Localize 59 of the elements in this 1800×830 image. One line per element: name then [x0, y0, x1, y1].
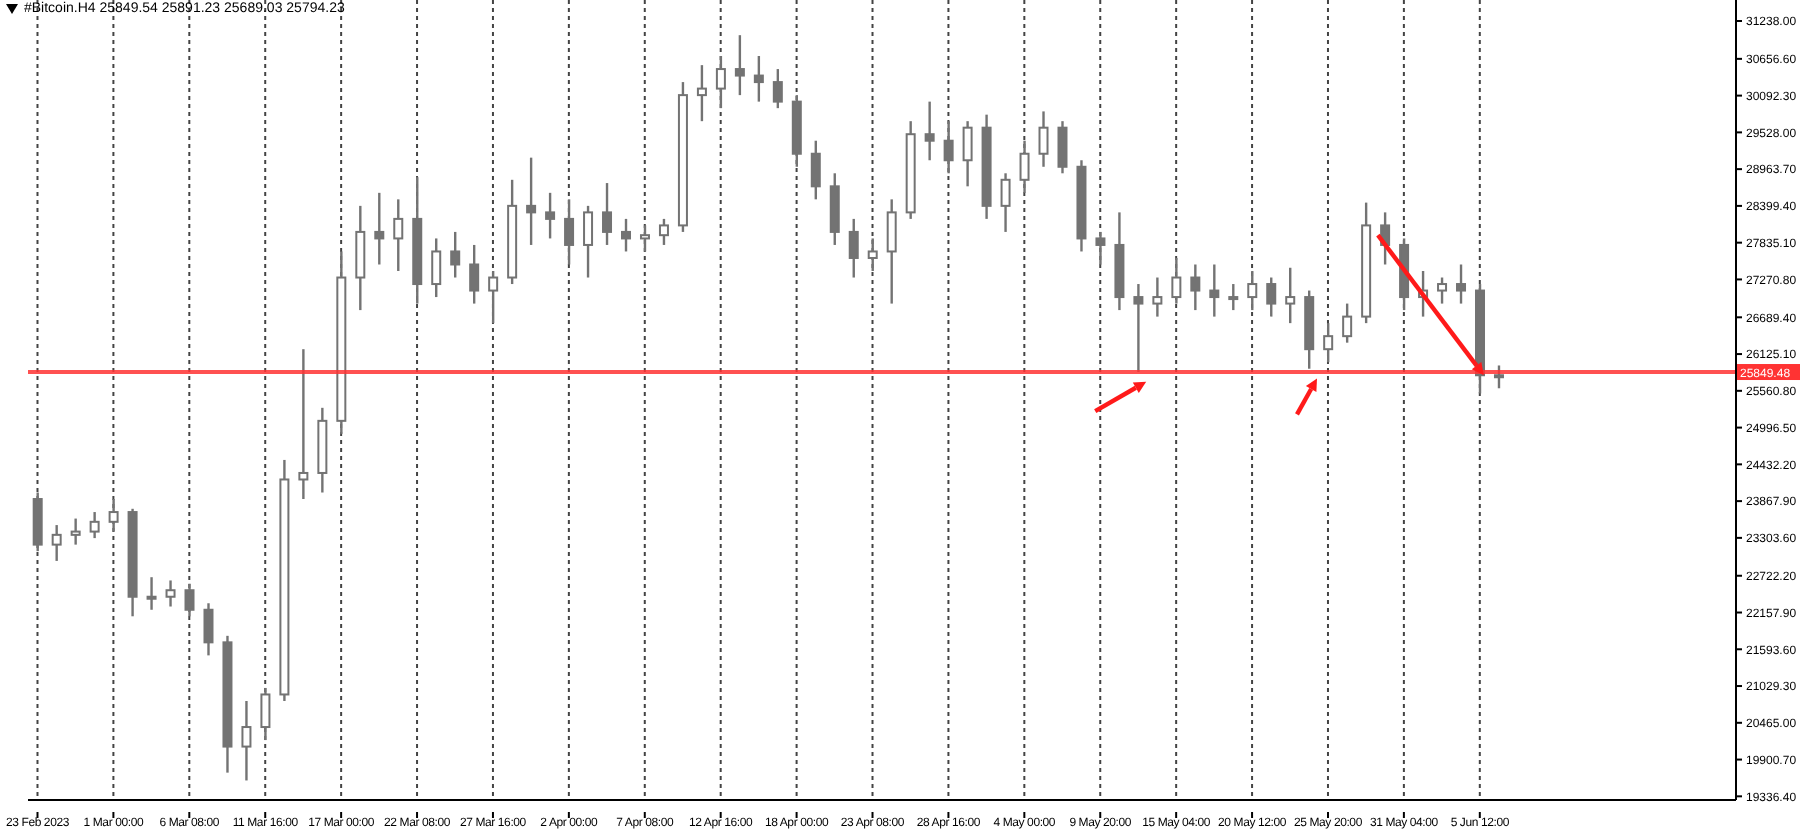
candlestick: [1209, 263, 1220, 318]
candlestick: [355, 204, 366, 312]
candlestick: [715, 54, 726, 110]
candlestick: [1493, 364, 1504, 390]
candlestick: [89, 510, 100, 540]
candlestick: [1057, 119, 1068, 175]
candlestick: [848, 217, 859, 279]
candlestick: [886, 198, 897, 305]
candlestick: [450, 230, 461, 279]
candlestick: [1095, 230, 1106, 266]
candlestick: [469, 243, 480, 305]
candlestick: [1171, 256, 1182, 305]
candlestick: [1133, 282, 1144, 374]
candlestick: [1437, 276, 1448, 305]
candlestick: [488, 269, 499, 325]
candlestick: [393, 198, 404, 273]
candlestick: [1038, 110, 1049, 168]
candlestick: [1323, 321, 1334, 364]
candlestick: [298, 347, 309, 501]
candlestick: [146, 576, 157, 611]
candlestick: [602, 181, 613, 247]
candlestick: [1019, 139, 1030, 195]
candlestick: [1456, 263, 1467, 305]
candlestick: [1285, 266, 1296, 325]
candlestick: [165, 579, 176, 608]
candlestick: [241, 699, 252, 782]
candlestick: [867, 237, 878, 273]
candlestick: [51, 523, 62, 563]
candlestick: [696, 63, 707, 123]
candlestick: [1152, 276, 1163, 318]
candlestick: [621, 217, 631, 253]
candlestick: [564, 198, 575, 266]
candlestick: [658, 217, 669, 247]
candlestick: [184, 582, 195, 618]
candlestick: [260, 686, 271, 742]
candlestick: [1342, 302, 1353, 344]
candlestick: [753, 54, 764, 103]
candlestick: [639, 224, 650, 253]
candlestick: [810, 139, 821, 201]
candlestick: [1247, 269, 1258, 312]
candlestick: [32, 491, 43, 553]
candlestick: [924, 100, 935, 162]
candlestick: [583, 204, 594, 279]
candlestick: [1190, 263, 1201, 312]
candlestick: [962, 119, 973, 188]
candlestick: [70, 517, 81, 546]
candlestick: [772, 67, 783, 110]
candlestick: [1228, 282, 1239, 312]
candlestick: [545, 191, 556, 240]
candlestick: [829, 172, 840, 247]
candlestick: [1266, 276, 1277, 318]
candlestick: [1000, 172, 1011, 234]
candlestick: [431, 237, 442, 299]
candlestick: [734, 33, 745, 97]
candlestick: [374, 191, 385, 266]
candlestick: [203, 602, 214, 657]
candlestick: [526, 156, 537, 247]
candlestick: [943, 119, 954, 175]
candlestick: [108, 497, 119, 533]
